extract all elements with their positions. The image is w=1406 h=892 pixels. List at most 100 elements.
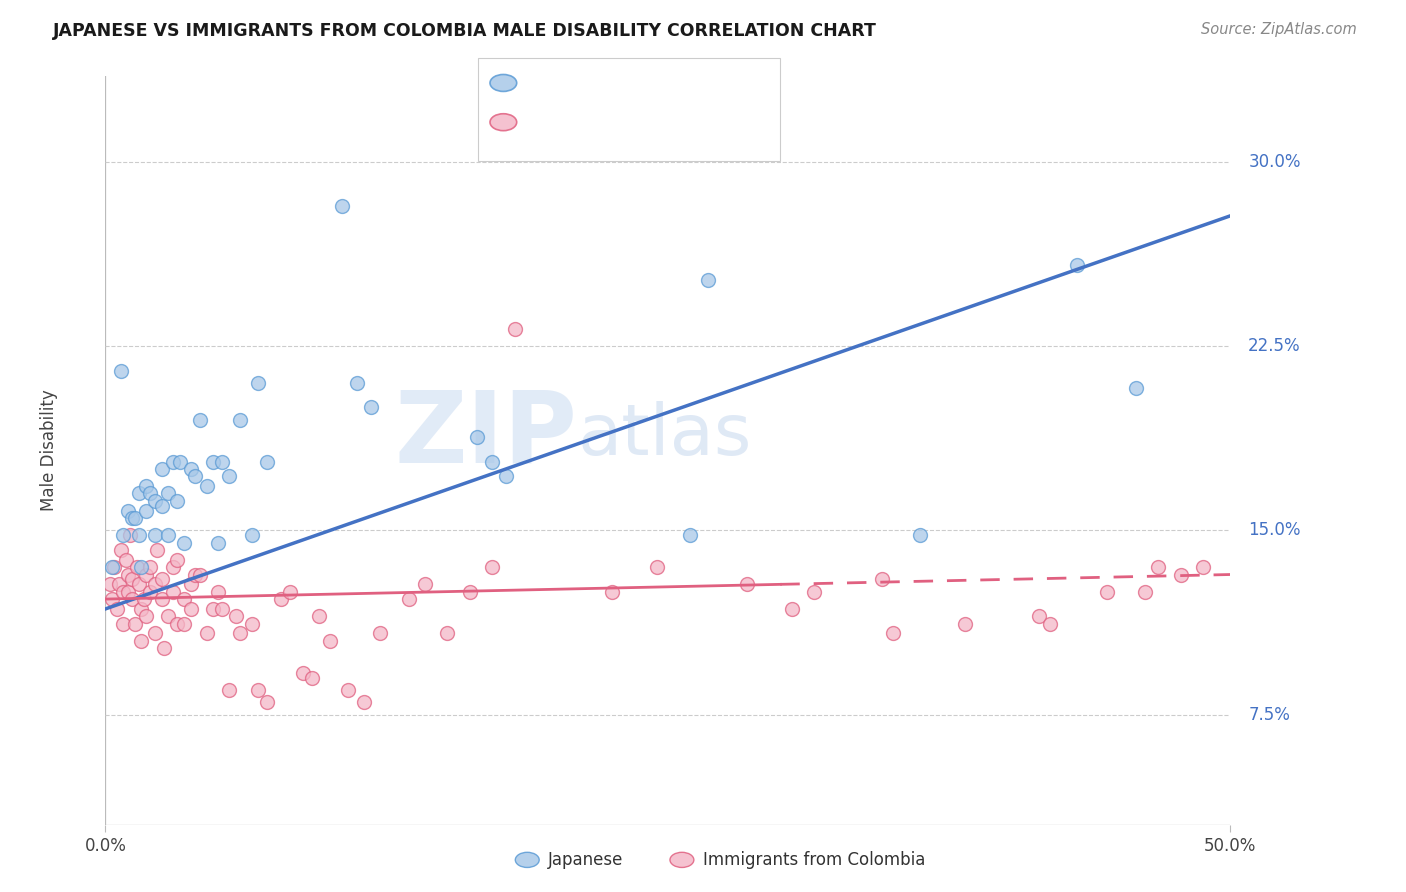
Point xyxy=(173,616,195,631)
Point xyxy=(180,602,202,616)
Point xyxy=(207,535,229,549)
Point xyxy=(131,633,153,648)
Point xyxy=(436,626,458,640)
Point xyxy=(101,592,124,607)
Point xyxy=(465,430,488,444)
Point xyxy=(207,584,229,599)
Point xyxy=(110,543,132,558)
Point xyxy=(218,683,240,698)
Point xyxy=(110,363,132,377)
Point xyxy=(679,528,702,542)
Point xyxy=(292,665,315,680)
Point xyxy=(143,577,166,591)
Text: 0.604: 0.604 xyxy=(562,74,617,92)
Text: 81: 81 xyxy=(661,113,685,131)
Point xyxy=(169,454,191,468)
Point xyxy=(143,493,166,508)
Text: 0.082: 0.082 xyxy=(562,113,617,131)
Point xyxy=(346,376,368,390)
Point xyxy=(162,454,184,468)
Point xyxy=(184,469,207,483)
Point xyxy=(112,616,135,631)
Point xyxy=(121,511,143,525)
Point xyxy=(803,584,825,599)
Text: R =: R = xyxy=(526,113,564,131)
Point xyxy=(108,577,131,591)
Point xyxy=(247,376,270,390)
Point xyxy=(1147,560,1170,574)
Point xyxy=(481,560,503,574)
Point xyxy=(157,528,180,542)
Point xyxy=(131,560,153,574)
Point xyxy=(247,683,270,698)
Point xyxy=(173,535,195,549)
Point xyxy=(202,602,225,616)
Text: 15.0%: 15.0% xyxy=(1249,521,1301,540)
Point xyxy=(135,567,157,582)
Point xyxy=(1039,616,1062,631)
Point xyxy=(225,609,247,624)
Point xyxy=(188,413,211,427)
Text: ZIP: ZIP xyxy=(395,387,578,484)
Point xyxy=(166,616,188,631)
Point xyxy=(128,577,150,591)
Point xyxy=(117,567,139,582)
Point xyxy=(150,462,173,476)
Point xyxy=(240,616,263,631)
Point xyxy=(229,626,252,640)
Point xyxy=(195,479,218,493)
Point xyxy=(166,493,188,508)
Point xyxy=(301,671,323,685)
Point xyxy=(256,695,278,709)
Point xyxy=(162,560,184,574)
Point xyxy=(101,560,124,574)
Point xyxy=(458,584,481,599)
Point xyxy=(180,577,202,591)
Point xyxy=(1192,560,1215,574)
Point xyxy=(953,616,976,631)
Point xyxy=(870,573,893,587)
Point xyxy=(240,528,263,542)
Point xyxy=(218,469,240,483)
Point xyxy=(256,454,278,468)
Point xyxy=(166,553,188,567)
Point xyxy=(308,609,330,624)
Point xyxy=(98,577,121,591)
Point xyxy=(1125,381,1147,395)
Point xyxy=(278,584,301,599)
Point xyxy=(697,273,720,287)
Point xyxy=(121,573,143,587)
Point xyxy=(139,560,162,574)
Text: N =: N = xyxy=(626,74,665,92)
Point xyxy=(135,503,157,517)
Text: Japanese: Japanese xyxy=(548,851,624,869)
Text: 30.0%: 30.0% xyxy=(1249,153,1301,170)
Point xyxy=(157,486,180,500)
Text: N =: N = xyxy=(626,113,665,131)
Text: R =: R = xyxy=(526,74,564,92)
Point xyxy=(128,528,150,542)
Point xyxy=(117,503,139,517)
Point xyxy=(195,626,218,640)
Point xyxy=(481,454,503,468)
Point xyxy=(360,401,382,415)
Point xyxy=(180,462,202,476)
Point xyxy=(211,602,233,616)
Point xyxy=(270,592,292,607)
Point xyxy=(1170,567,1192,582)
Point xyxy=(117,584,139,599)
Point xyxy=(202,454,225,468)
Point xyxy=(882,626,904,640)
Point xyxy=(398,592,420,607)
Point xyxy=(105,602,128,616)
Point xyxy=(124,616,146,631)
Point xyxy=(157,609,180,624)
Point xyxy=(353,695,375,709)
Text: 22.5%: 22.5% xyxy=(1249,337,1301,355)
Point xyxy=(139,486,162,500)
Point xyxy=(1066,258,1088,272)
Point xyxy=(146,543,169,558)
Point xyxy=(162,584,184,599)
Point xyxy=(135,479,157,493)
Point xyxy=(135,609,157,624)
